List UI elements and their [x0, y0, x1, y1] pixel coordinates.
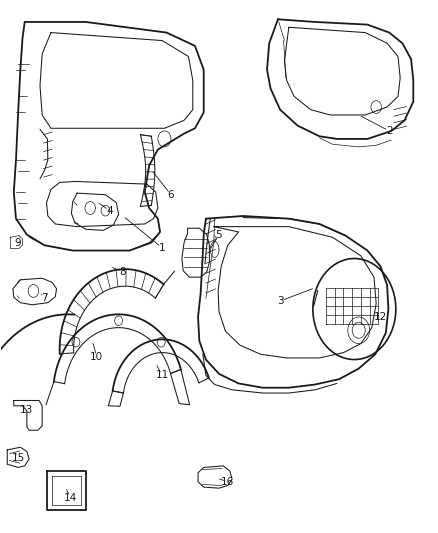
Text: 3: 3: [277, 296, 283, 306]
Text: 12: 12: [374, 312, 387, 322]
Text: 6: 6: [168, 190, 174, 200]
Text: 13: 13: [20, 405, 34, 415]
Text: 16: 16: [221, 477, 234, 487]
Text: 14: 14: [64, 492, 77, 503]
Text: 11: 11: [155, 370, 169, 381]
Text: 4: 4: [106, 206, 113, 216]
Text: 8: 8: [120, 267, 126, 277]
Text: 2: 2: [386, 126, 392, 136]
Text: 5: 5: [215, 230, 223, 240]
Text: 10: 10: [90, 352, 103, 362]
Text: 15: 15: [11, 453, 25, 463]
Text: 1: 1: [159, 243, 166, 253]
Text: 9: 9: [15, 238, 21, 247]
Text: 7: 7: [41, 293, 48, 303]
